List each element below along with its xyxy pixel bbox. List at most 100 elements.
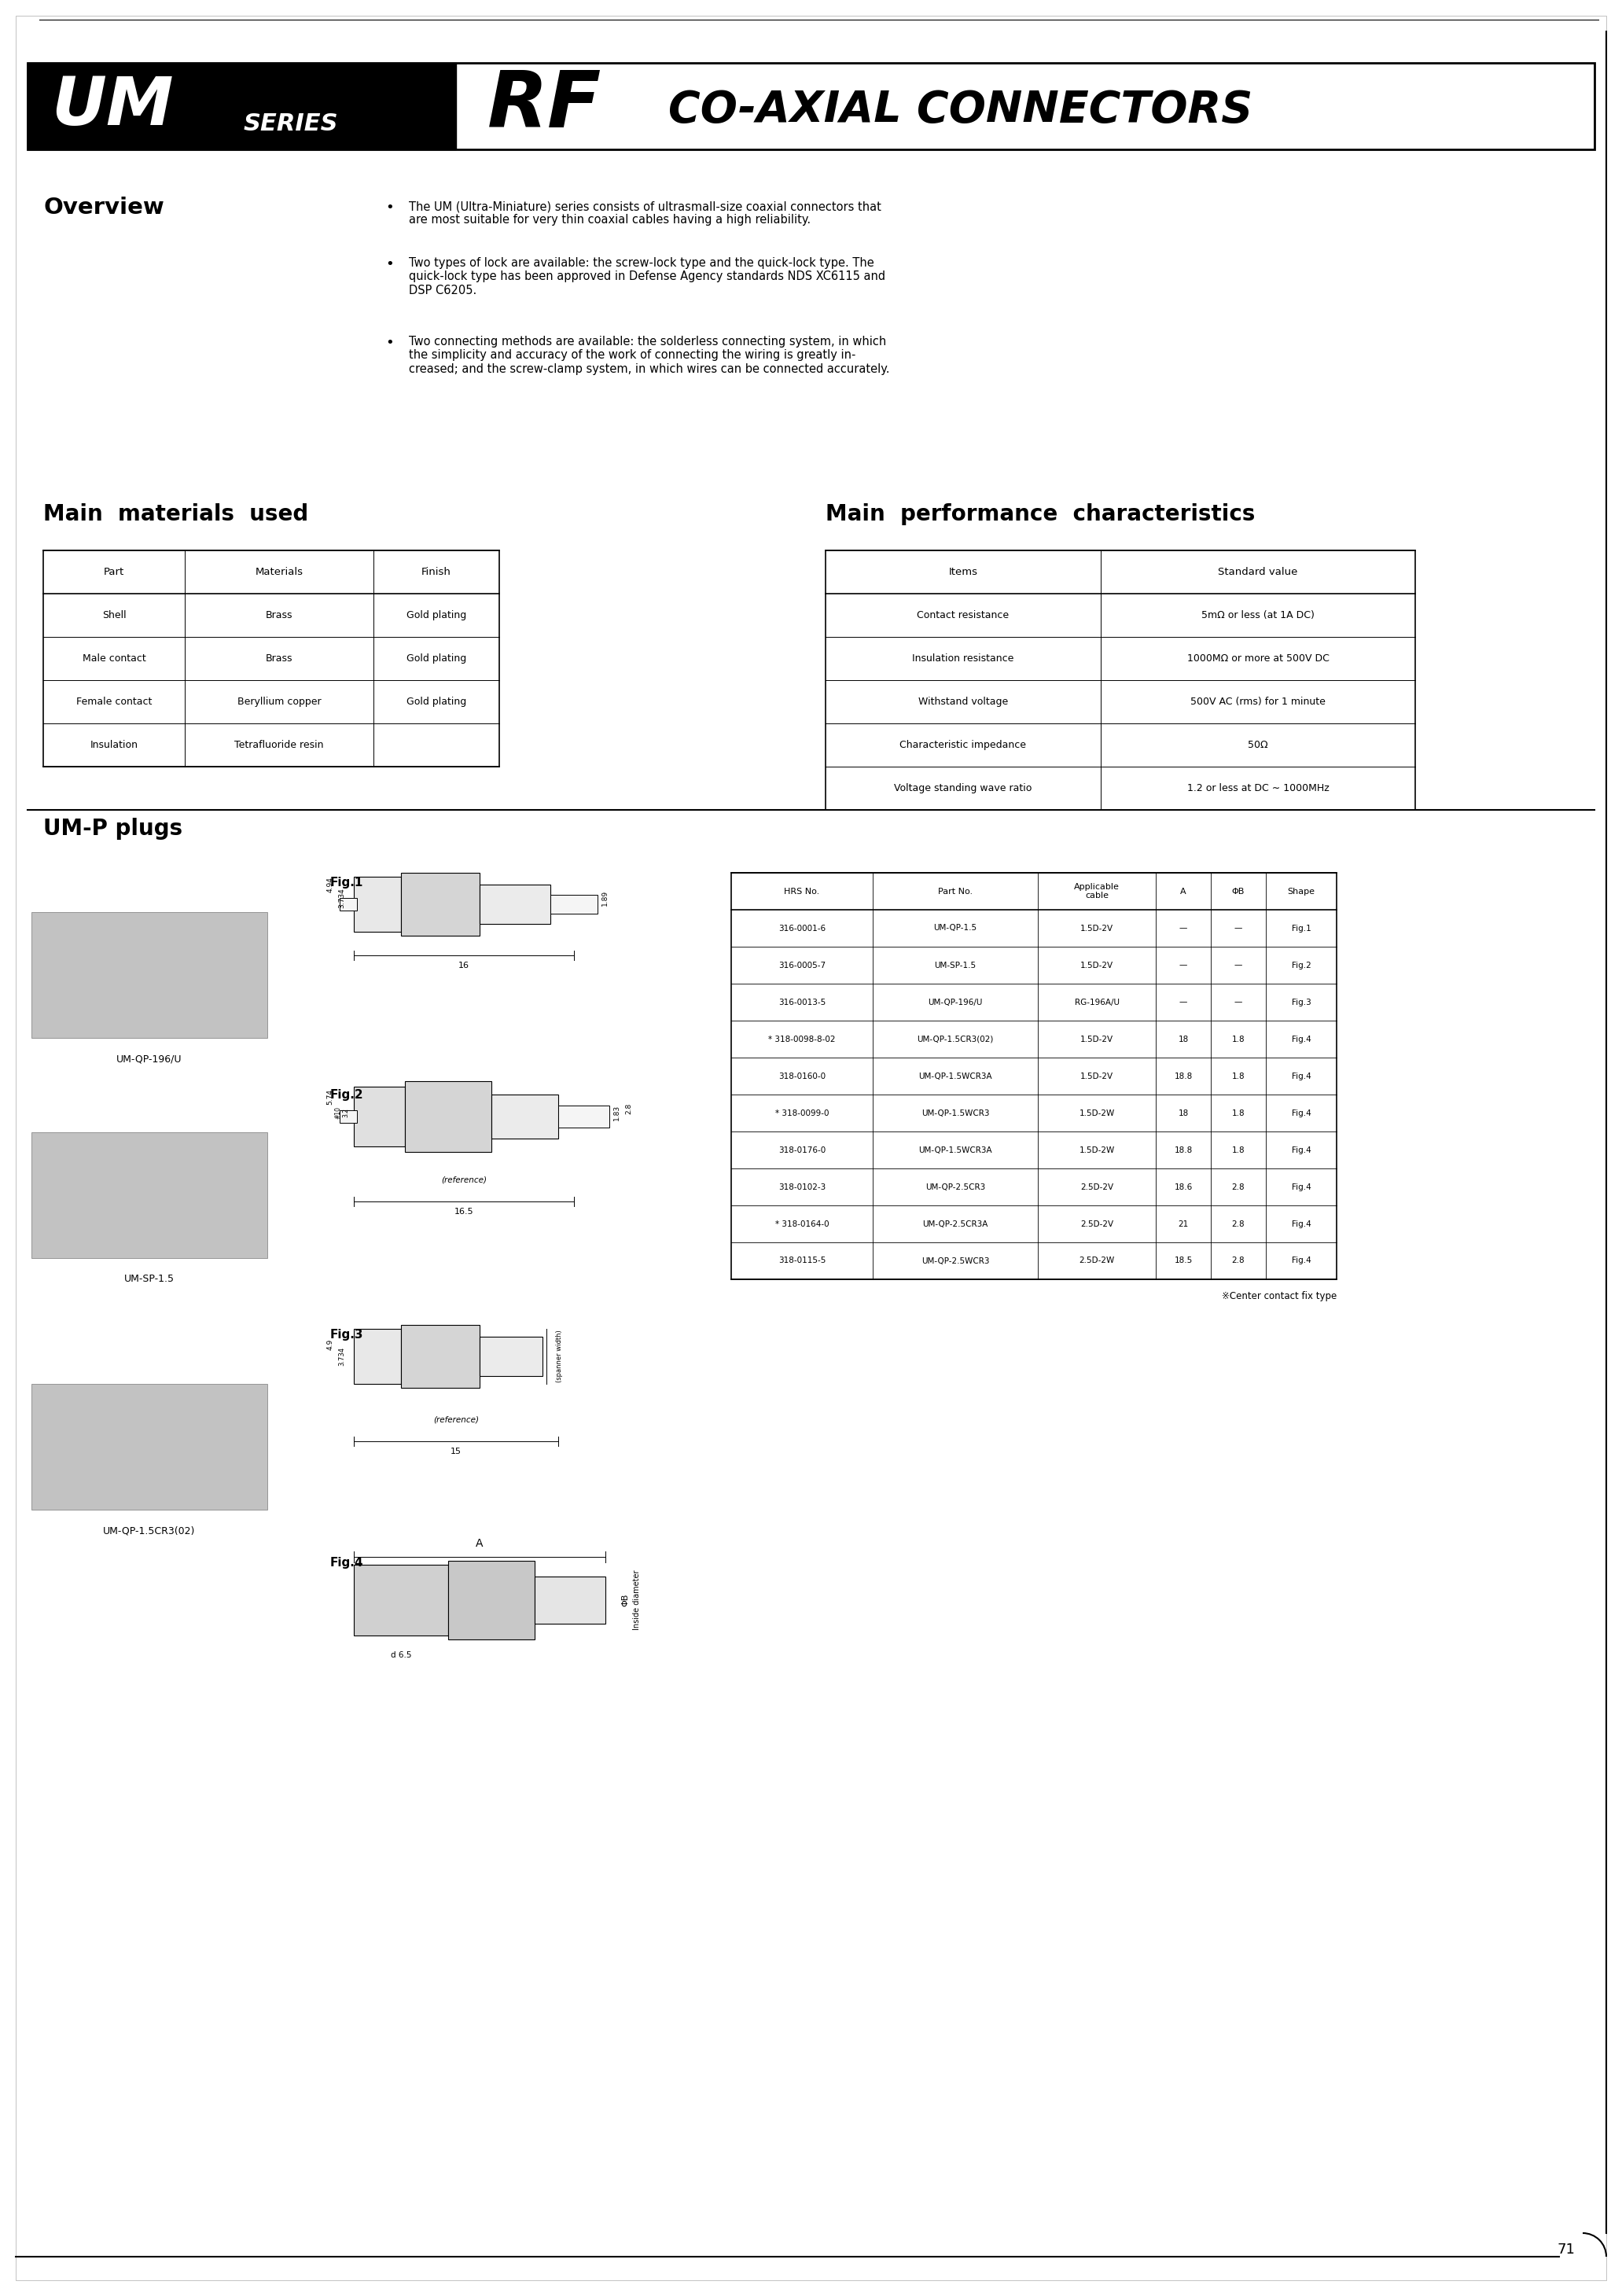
- Text: —: —: [1234, 925, 1242, 932]
- Text: Inside diameter: Inside diameter: [633, 1570, 641, 1630]
- Text: —: —: [1179, 962, 1187, 969]
- Text: UM-QP-2.5CR3: UM-QP-2.5CR3: [925, 1182, 985, 1192]
- Text: 1.83: 1.83: [613, 1104, 620, 1120]
- Text: •: •: [386, 200, 394, 214]
- Text: Materials: Materials: [255, 567, 303, 576]
- Text: Fig.4: Fig.4: [331, 1557, 363, 1568]
- Bar: [31, 912, 268, 1038]
- Text: 5.74: 5.74: [326, 1088, 334, 1104]
- Bar: [732, 872, 1337, 1279]
- Bar: [28, 62, 456, 149]
- Text: UM: UM: [52, 73, 174, 138]
- Text: 318-0115-5: 318-0115-5: [779, 1256, 826, 1265]
- Text: •: •: [386, 257, 394, 271]
- Bar: [339, 1111, 357, 1123]
- Text: UM-QP-196/U: UM-QP-196/U: [117, 1054, 182, 1063]
- Text: Two connecting methods are available: the solderless connecting system, in which: Two connecting methods are available: th…: [409, 335, 889, 374]
- Text: 21: 21: [1178, 1219, 1189, 1228]
- Text: Fig.3: Fig.3: [1291, 999, 1311, 1006]
- Text: 3.734: 3.734: [339, 889, 345, 909]
- Text: 18.8: 18.8: [1174, 1146, 1192, 1155]
- Text: 4.9: 4.9: [326, 1339, 334, 1350]
- Text: * 318-0164-0: * 318-0164-0: [775, 1219, 829, 1228]
- Text: A: A: [1181, 886, 1186, 895]
- Text: (spanner width): (spanner width): [556, 1329, 563, 1382]
- Text: UM-QP-1.5WCR3A: UM-QP-1.5WCR3A: [918, 1146, 993, 1155]
- Text: Fig.2: Fig.2: [1291, 962, 1311, 969]
- Text: 18.8: 18.8: [1174, 1072, 1192, 1079]
- Bar: [339, 898, 357, 912]
- Text: Insulation resistance: Insulation resistance: [912, 654, 1014, 664]
- Text: UM-QP-2.5CR3A: UM-QP-2.5CR3A: [923, 1219, 988, 1228]
- Text: Beryllium copper: Beryllium copper: [237, 696, 321, 707]
- Bar: [354, 1329, 401, 1384]
- Text: 1.8: 1.8: [1231, 1109, 1244, 1116]
- Text: Insulation: Insulation: [91, 739, 138, 751]
- Text: 318-0176-0: 318-0176-0: [779, 1146, 826, 1155]
- Text: Fig.4: Fig.4: [1291, 1256, 1311, 1265]
- Text: Part No.: Part No.: [938, 886, 973, 895]
- Text: Fig.2: Fig.2: [331, 1088, 363, 1100]
- Text: Finish: Finish: [422, 567, 451, 576]
- Bar: [535, 1577, 605, 1623]
- Text: ΦB: ΦB: [621, 1593, 629, 1607]
- Text: 318-0160-0: 318-0160-0: [779, 1072, 826, 1079]
- Text: HRS No.: HRS No.: [783, 886, 819, 895]
- Bar: [826, 551, 1416, 810]
- Text: 71: 71: [1557, 2243, 1575, 2257]
- Text: Standard value: Standard value: [1218, 567, 1298, 576]
- Text: Items: Items: [949, 567, 978, 576]
- Text: 2.8: 2.8: [624, 1102, 633, 1114]
- Text: 1.5D-2W: 1.5D-2W: [1079, 1146, 1114, 1155]
- Text: * 318-0098-8-02: * 318-0098-8-02: [769, 1035, 835, 1042]
- Text: RF: RF: [488, 69, 602, 145]
- Text: 1.5D-2V: 1.5D-2V: [1080, 925, 1113, 932]
- Text: Fig.4: Fig.4: [1291, 1182, 1311, 1192]
- Text: Female contact: Female contact: [76, 696, 152, 707]
- Text: Fig.3: Fig.3: [331, 1329, 363, 1341]
- Text: Characteristic impedance: Characteristic impedance: [900, 739, 1027, 751]
- Text: UM-QP-1.5WCR3A: UM-QP-1.5WCR3A: [918, 1072, 993, 1079]
- Text: Gold plating: Gold plating: [407, 611, 467, 620]
- Text: Fig.4: Fig.4: [1291, 1072, 1311, 1079]
- Text: Fig.4: Fig.4: [1291, 1146, 1311, 1155]
- Text: CO-AXIAL CONNECTORS: CO-AXIAL CONNECTORS: [668, 90, 1252, 131]
- Text: Fig.1: Fig.1: [1291, 925, 1311, 932]
- Text: 2.8: 2.8: [1231, 1182, 1244, 1192]
- Text: 1.2 or less at DC ∼ 1000MHz: 1.2 or less at DC ∼ 1000MHz: [1187, 783, 1328, 794]
- Bar: [31, 1132, 268, 1258]
- Text: 1.5D-2W: 1.5D-2W: [1079, 1109, 1114, 1116]
- Bar: [406, 1081, 491, 1153]
- Bar: [401, 872, 480, 937]
- Text: 2.5D-2V: 2.5D-2V: [1080, 1219, 1113, 1228]
- Text: Applicable
cable: Applicable cable: [1074, 882, 1119, 900]
- Text: 15: 15: [451, 1446, 462, 1456]
- Text: Main  performance  characteristics: Main performance characteristics: [826, 503, 1255, 526]
- Text: —: —: [1179, 999, 1187, 1006]
- Text: 1.8: 1.8: [1231, 1146, 1244, 1155]
- Text: A: A: [475, 1538, 483, 1550]
- Text: Contact resistance: Contact resistance: [916, 611, 1009, 620]
- Text: 1.8: 1.8: [1231, 1072, 1244, 1079]
- Text: 316-0005-7: 316-0005-7: [779, 962, 826, 969]
- Text: 18: 18: [1178, 1109, 1189, 1116]
- Text: Part: Part: [104, 567, 125, 576]
- Bar: [354, 1566, 448, 1635]
- Text: UM-SP-1.5: UM-SP-1.5: [125, 1274, 175, 1283]
- Text: * 318-0099-0: * 318-0099-0: [775, 1109, 829, 1116]
- Text: Brass: Brass: [266, 611, 292, 620]
- Text: 1.5D-2V: 1.5D-2V: [1080, 1072, 1113, 1079]
- Text: Shell: Shell: [102, 611, 127, 620]
- Text: 316-0013-5: 316-0013-5: [779, 999, 826, 1006]
- Text: 2.5D-2V: 2.5D-2V: [1080, 1182, 1113, 1192]
- Bar: [401, 1325, 480, 1387]
- Text: —: —: [1234, 962, 1242, 969]
- Bar: [354, 877, 401, 932]
- Text: #10
3.2: #10 3.2: [334, 1107, 350, 1118]
- Text: Withstand voltage: Withstand voltage: [918, 696, 1007, 707]
- Text: UM-QP-196/U: UM-QP-196/U: [928, 999, 983, 1006]
- Text: UM-QP-1.5WCR3: UM-QP-1.5WCR3: [921, 1109, 989, 1116]
- Text: ※Center contact fix type: ※Center contact fix type: [1221, 1290, 1337, 1302]
- Text: 16: 16: [459, 962, 469, 969]
- Bar: [28, 62, 456, 149]
